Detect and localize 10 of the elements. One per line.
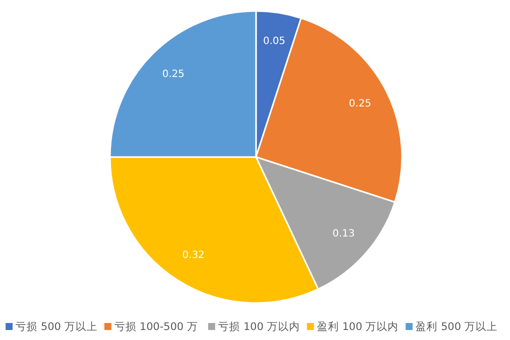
legend-label: 盈利 100 万以内: [316, 320, 399, 333]
legend-label: 亏损 100 万以内: [218, 320, 300, 333]
legend-label: 亏损 100-500 万: [114, 321, 198, 333]
data-label: 0.25: [162, 68, 185, 80]
legend-label: 盈利 500 万以上: [416, 320, 498, 333]
legend-label: 亏损 500 万以上: [16, 320, 98, 333]
data-label: 0.25: [348, 98, 372, 110]
data-label: 0.32: [182, 250, 205, 262]
data-label: 0.13: [332, 228, 355, 240]
data-label: 0.05: [263, 36, 286, 48]
